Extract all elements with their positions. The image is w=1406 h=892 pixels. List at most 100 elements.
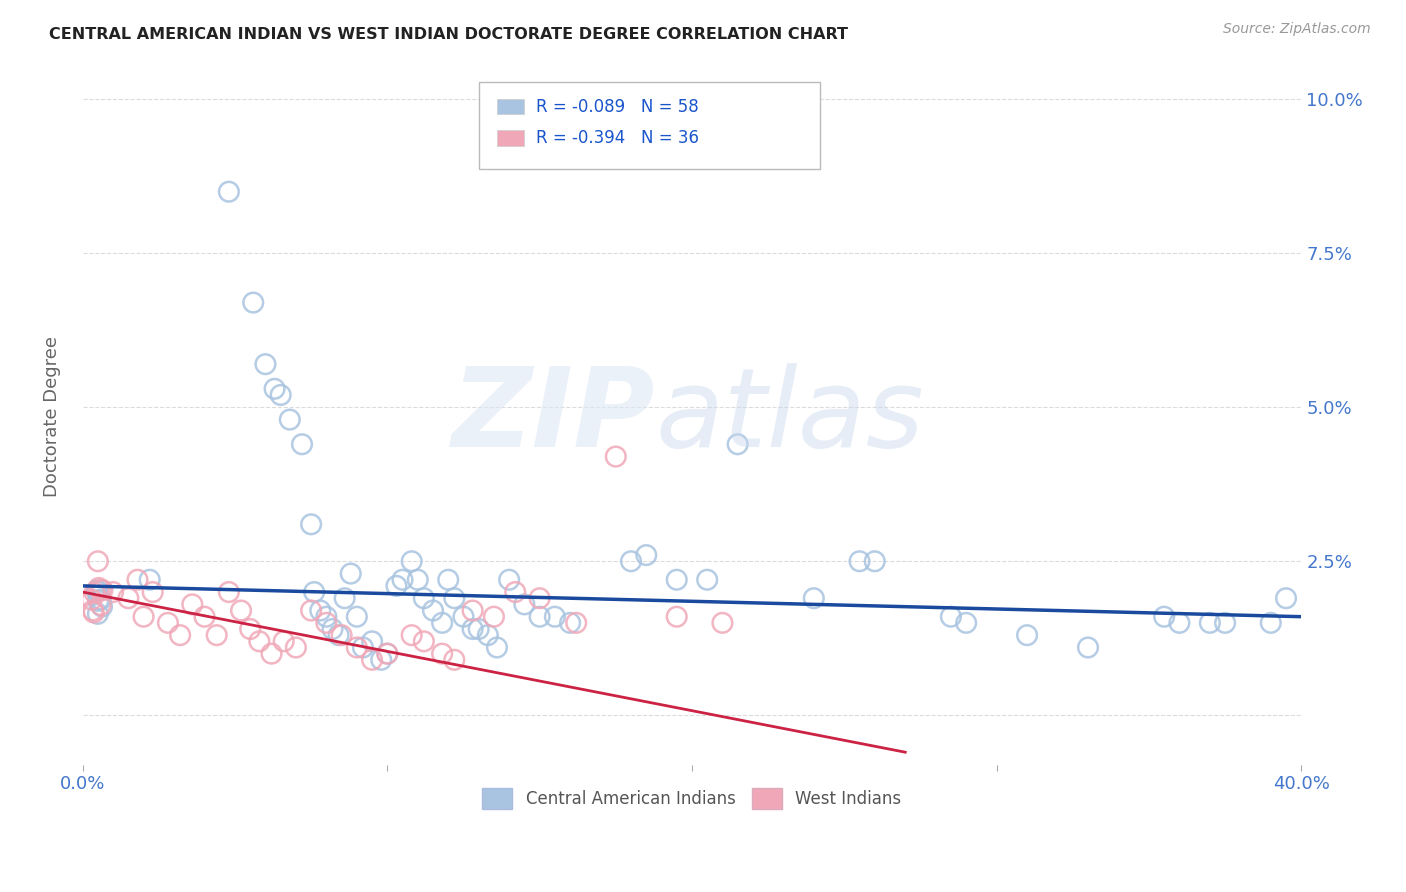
Point (86, 596, 108, 610)
Point (321, 622, 343, 636)
Point (1015, 628, 1038, 642)
Point (430, 615, 453, 630)
Point (89, 597, 111, 611)
Point (156, 615, 179, 630)
Point (375, 647, 398, 661)
Point (127, 573, 149, 587)
Point (239, 622, 262, 636)
Point (529, 609, 551, 624)
Point (1275, 591, 1298, 606)
Point (138, 573, 160, 587)
Point (477, 628, 499, 642)
Point (263, 382, 285, 396)
Point (270, 388, 292, 402)
Point (558, 615, 581, 630)
Point (330, 628, 353, 642)
Point (727, 437, 749, 451)
Point (82, 588, 104, 602)
Point (315, 609, 337, 624)
Text: atlas: atlas (655, 363, 924, 470)
Point (242, 295, 264, 310)
Point (309, 603, 332, 617)
Point (83, 609, 105, 624)
Point (181, 598, 204, 612)
Point (205, 628, 228, 642)
Point (605, 450, 627, 464)
Bar (496, 99, 524, 114)
Point (375, 647, 398, 661)
Point (406, 573, 429, 587)
Point (83, 601, 105, 615)
Point (1199, 615, 1222, 630)
Point (620, 554, 643, 568)
Point (299, 603, 322, 617)
Point (1213, 615, 1236, 630)
Point (863, 554, 886, 568)
Point (132, 609, 155, 624)
Point (370, 653, 392, 667)
Point (711, 615, 734, 630)
Point (453, 609, 475, 624)
Text: ZIP: ZIP (451, 363, 655, 470)
Point (302, 585, 325, 599)
Point (939, 609, 962, 624)
Point (636, 548, 658, 562)
Point (87, 554, 110, 568)
Point (299, 517, 322, 532)
Point (422, 603, 444, 617)
Point (437, 573, 460, 587)
Point (87, 574, 110, 589)
Point (193, 609, 215, 624)
Text: CENTRAL AMERICAN INDIAN VS WEST INDIAN DOCTORATE DEGREE CORRELATION CHART: CENTRAL AMERICAN INDIAN VS WEST INDIAN D… (49, 27, 848, 42)
Point (803, 591, 825, 606)
Point (90, 606, 112, 620)
Point (229, 603, 252, 617)
Point (101, 585, 124, 599)
Point (529, 591, 551, 606)
Text: Source: ZipAtlas.com: Source: ZipAtlas.com (1223, 22, 1371, 37)
Point (260, 647, 283, 661)
Point (401, 554, 423, 568)
Point (86, 577, 108, 591)
Point (401, 628, 423, 642)
Point (513, 598, 536, 612)
Point (391, 573, 413, 587)
Point (328, 628, 350, 642)
Point (498, 573, 520, 587)
Text: R = -0.394   N = 36: R = -0.394 N = 36 (536, 129, 699, 147)
Point (544, 609, 567, 624)
Y-axis label: Doctorate Degree: Doctorate Degree (44, 336, 60, 497)
Point (848, 554, 870, 568)
Point (412, 634, 434, 648)
Point (696, 573, 718, 587)
Point (142, 585, 165, 599)
Point (333, 591, 356, 606)
Point (361, 634, 384, 648)
Point (1077, 640, 1099, 655)
Point (169, 628, 191, 642)
Point (565, 615, 588, 630)
Point (385, 579, 408, 593)
Point (412, 591, 434, 606)
Point (291, 437, 314, 451)
Point (482, 609, 505, 624)
Point (955, 615, 977, 630)
Point (443, 591, 465, 606)
Point (467, 622, 489, 636)
Bar (496, 130, 524, 145)
Point (284, 640, 307, 655)
FancyBboxPatch shape (478, 82, 820, 169)
Point (1168, 615, 1191, 630)
Point (503, 585, 526, 599)
Point (485, 640, 508, 655)
Point (91, 579, 114, 593)
Point (339, 566, 361, 581)
Point (218, 185, 240, 199)
Point (254, 357, 277, 371)
Point (89, 584, 111, 599)
Point (461, 622, 484, 636)
Point (86, 596, 108, 610)
Point (278, 412, 301, 426)
Point (1153, 609, 1175, 624)
Point (86, 615, 108, 630)
